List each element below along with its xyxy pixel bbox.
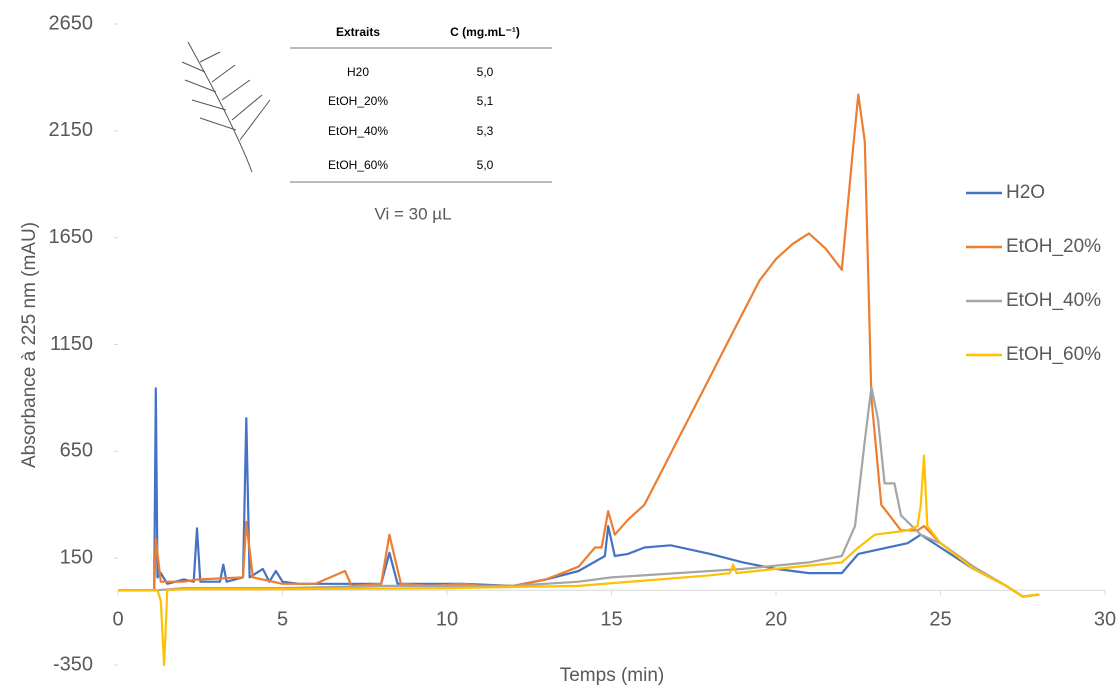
annotation: Vi = 30 µL <box>374 204 451 223</box>
x-tick-label: 20 <box>765 608 787 630</box>
legend-label: EtOH_20% <box>1006 236 1101 257</box>
x-tick-label: 15 <box>600 608 622 630</box>
data-line <box>118 386 1040 598</box>
x-tick-label: 0 <box>112 608 123 630</box>
table-cell: EtOH_60% <box>328 158 388 172</box>
x-tick-label: 25 <box>929 608 951 630</box>
y-tick-label: 2650 <box>49 12 94 34</box>
y-tick-label: 150 <box>60 546 93 568</box>
legend-label: EtOH_40% <box>1006 290 1101 311</box>
table-cell: 5,0 <box>477 158 494 172</box>
data-line <box>118 93 1040 598</box>
table-cell: H20 <box>347 65 369 79</box>
table-header: Extraits <box>336 25 380 39</box>
data-line <box>118 454 1040 667</box>
y-tick-label: -350 <box>53 653 93 675</box>
y-tick-label: 2150 <box>49 119 94 141</box>
y-tick-label: 1650 <box>49 226 94 248</box>
plant-icon <box>181 41 271 173</box>
table-cell: 5,0 <box>477 65 494 79</box>
x-tick-label: 30 <box>1094 608 1116 630</box>
y-axis-label: Absorbance à 225 nm (mAU) <box>19 222 40 468</box>
x-axis-label: Temps (min) <box>560 665 665 686</box>
y-tick-label: 650 <box>60 440 93 462</box>
data-line <box>118 387 1040 598</box>
table-header: C (mg.mL⁻¹) <box>450 25 520 39</box>
x-tick-label: 10 <box>436 608 458 630</box>
legend-label: H2O <box>1006 182 1045 203</box>
table-cell: EtOH_20% <box>328 94 388 108</box>
inset-table: Extraits C (mg.mL⁻¹) <box>290 25 552 183</box>
table-cell: 5,3 <box>477 124 494 138</box>
y-tick-label: 1150 <box>50 333 93 355</box>
table-cell: 5,1 <box>477 94 494 108</box>
table-cell: EtOH_40% <box>328 124 388 138</box>
legend-label: EtOH_60% <box>1006 344 1101 365</box>
x-tick-label: 5 <box>277 608 288 630</box>
